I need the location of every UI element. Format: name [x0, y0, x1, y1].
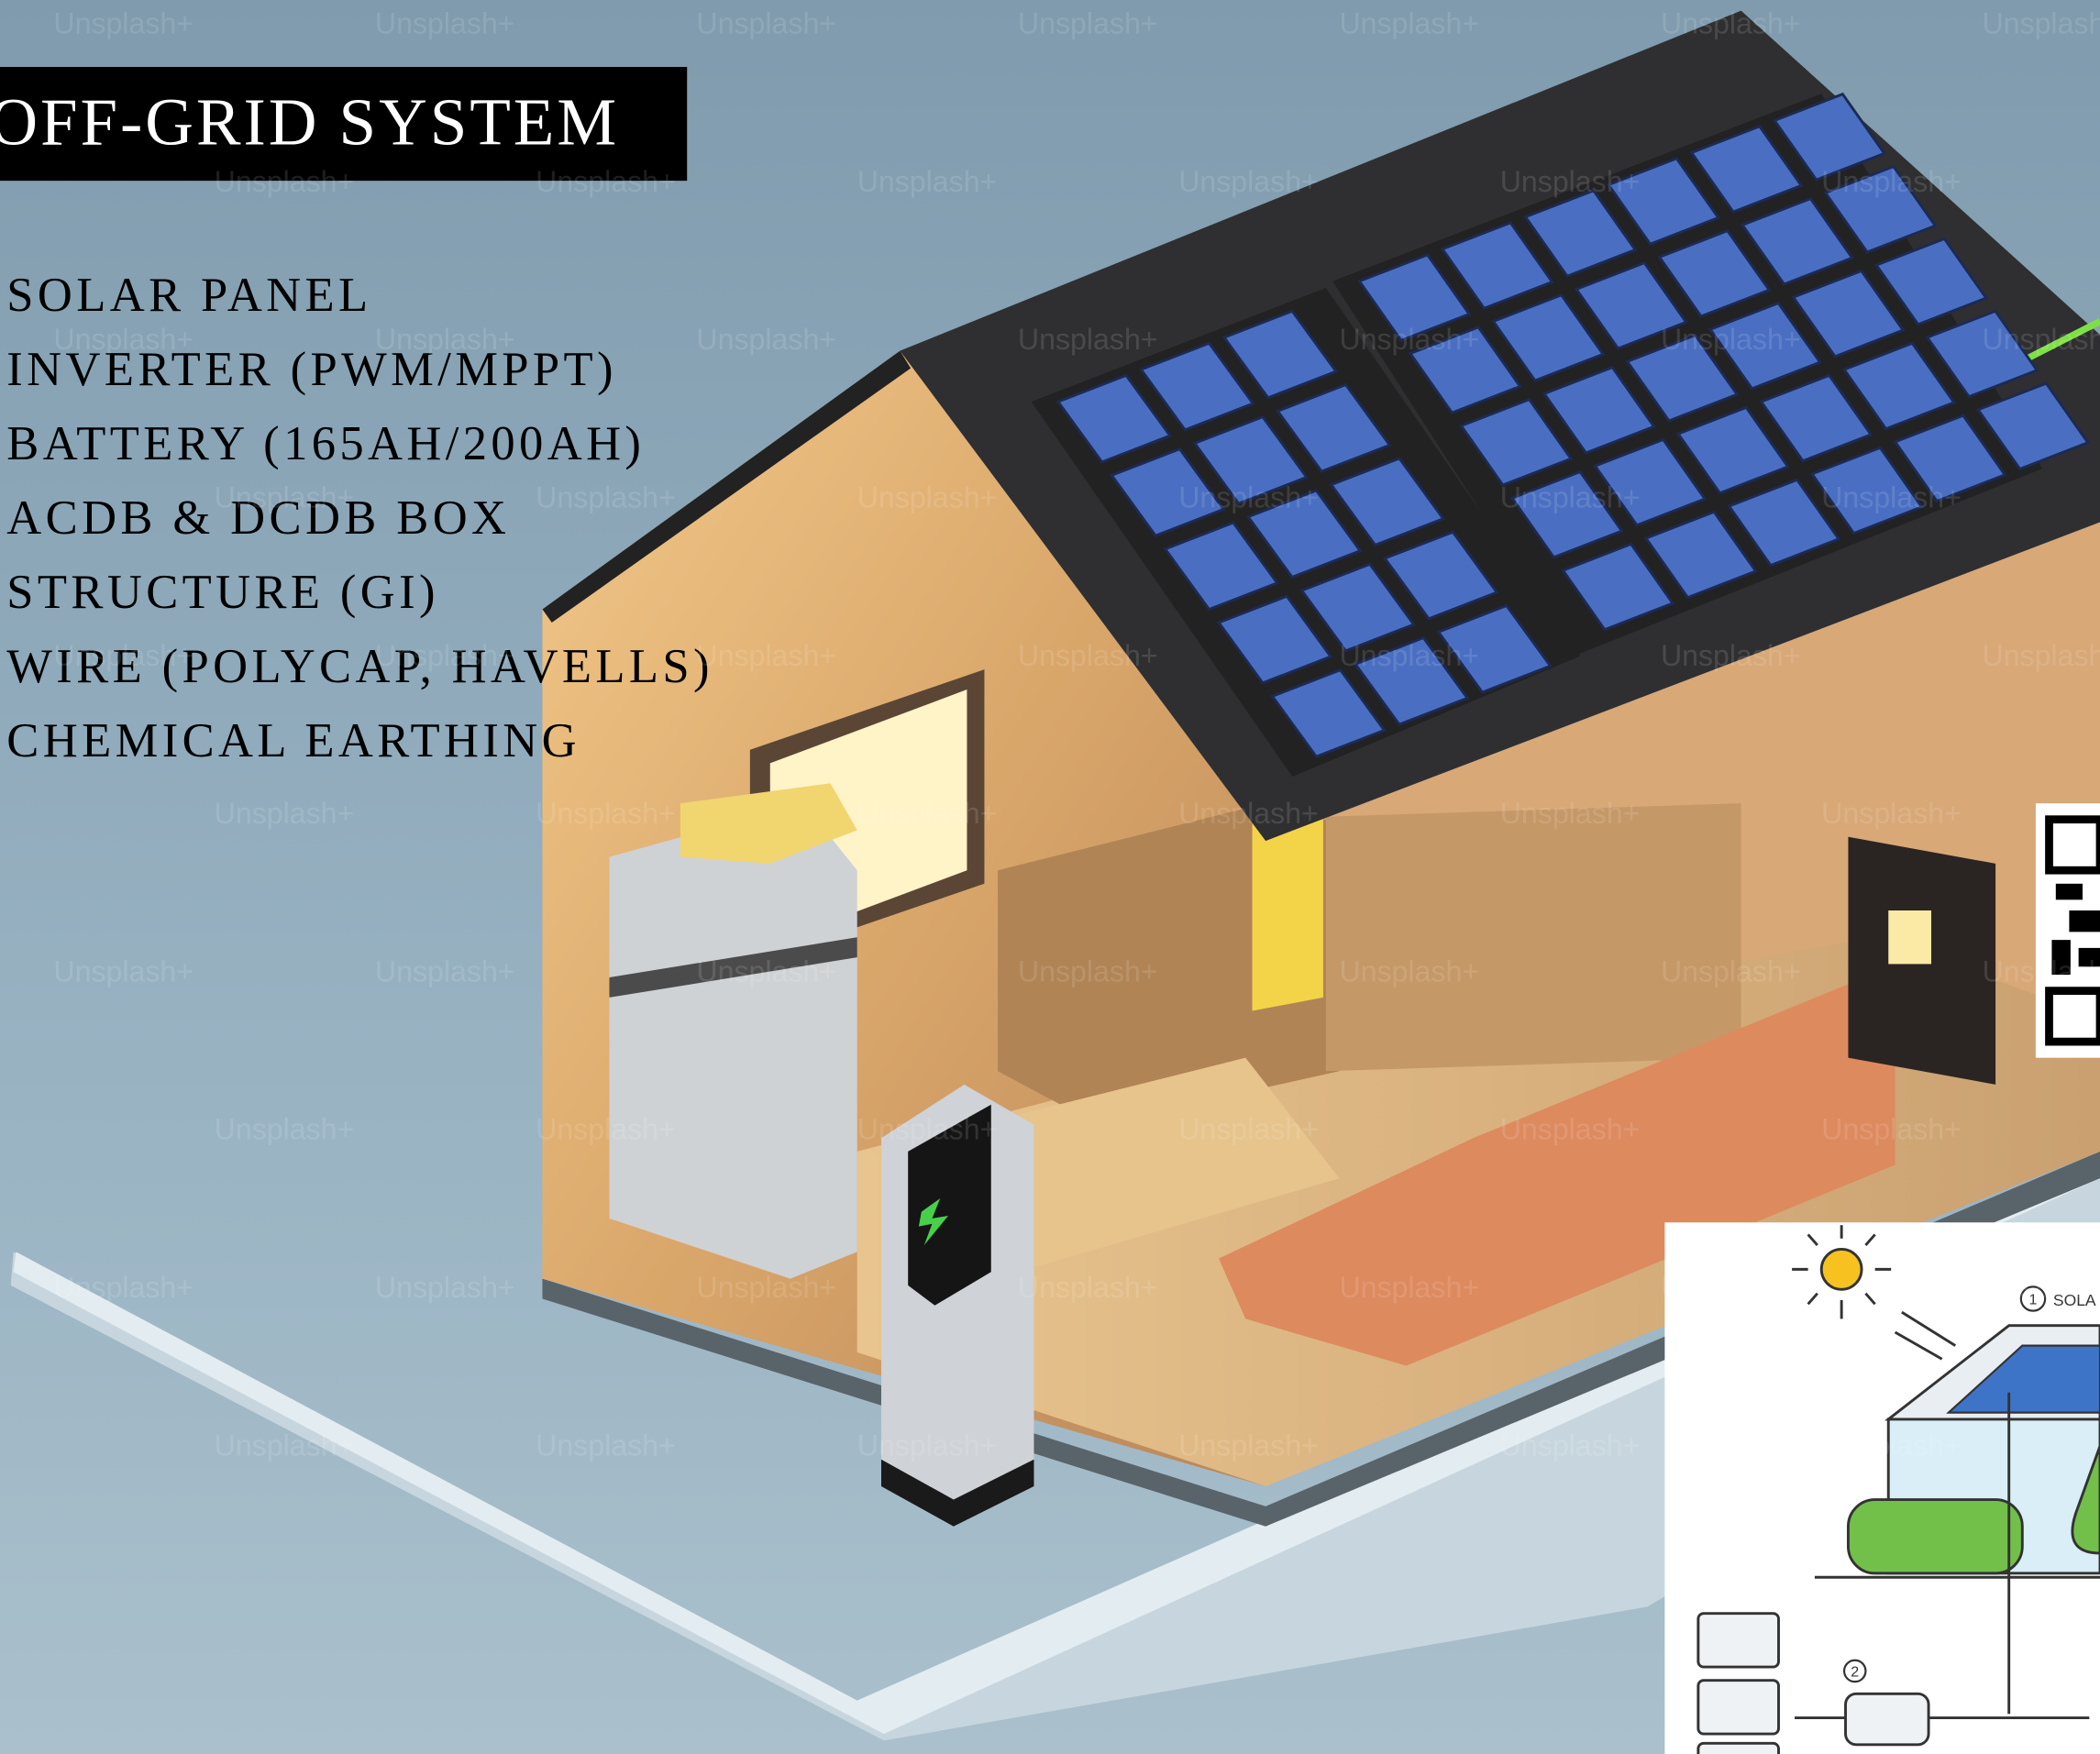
watermark: Unsplash+	[1178, 480, 1319, 513]
poster: 1 SOLA 2 OFF-GRID SYSTEM SOLAR PANELINVE…	[0, 0, 2100, 1754]
watermark: Unsplash+	[53, 7, 193, 40]
watermark: Unsplash+	[1018, 639, 1158, 672]
watermark: Unsplash+	[857, 165, 998, 198]
light-panel	[1253, 810, 1323, 1010]
wardrobe	[1326, 803, 1741, 1071]
list-item: STRUCTURE (GI)	[6, 566, 439, 619]
watermark: Unsplash+	[536, 165, 676, 198]
watermark: Unsplash+	[857, 480, 998, 513]
list-item: BATTERY (165AH/200AH)	[6, 417, 645, 470]
watermark: Unsplash+	[1982, 323, 2100, 356]
watermark: Unsplash+	[215, 1429, 355, 1462]
watermark: Unsplash+	[536, 1113, 676, 1146]
watermark: Unsplash+	[1018, 323, 1158, 356]
watermark: Unsplash+	[536, 1429, 676, 1462]
watermark: Unsplash+	[215, 797, 355, 830]
battery-icon	[1698, 1614, 1779, 1667]
qr-module	[2069, 910, 2100, 932]
watermark: Unsplash+	[1821, 165, 1962, 198]
watermark: Unsplash+	[375, 954, 515, 987]
watermark: Unsplash+	[1661, 7, 1801, 40]
watermark: Unsplash+	[1982, 639, 2100, 672]
watermark: Unsplash+	[696, 954, 836, 987]
watermark: Unsplash+	[1339, 7, 1479, 40]
watermark: Unsplash+	[1821, 480, 1962, 513]
list-item: CHEMICAL EARTHING	[6, 714, 580, 767]
watermark: Unsplash+	[1018, 954, 1158, 987]
title: OFF-GRID SYSTEM	[0, 85, 619, 160]
watermark: Unsplash+	[1661, 323, 1801, 356]
watermark: Unsplash+	[375, 1271, 515, 1304]
watermark: Unsplash+	[536, 797, 676, 830]
watermark: Unsplash+	[1178, 165, 1319, 198]
watermark: Unsplash+	[1339, 323, 1479, 356]
watermark: Unsplash+	[696, 1271, 836, 1304]
watermark: Unsplash+	[1821, 797, 1962, 830]
page: 1 SOLA 2 OFF-GRID SYSTEM SOLAR PANELINVE…	[0, 0, 2100, 1754]
watermark: Unsplash+	[1178, 1113, 1319, 1146]
qr-code	[2036, 803, 2100, 1057]
watermark: Unsplash+	[1018, 1271, 1158, 1304]
watermark: Unsplash+	[375, 7, 515, 40]
watermark: Unsplash+	[1500, 1113, 1641, 1146]
watermark: Unsplash+	[1661, 639, 1801, 672]
watermark: Unsplash+	[215, 1113, 355, 1146]
watermark: Unsplash+	[375, 323, 515, 356]
watermark: Unsplash+	[1178, 797, 1319, 830]
watermark: Unsplash+	[53, 1271, 193, 1304]
watermark: Unsplash+	[1500, 165, 1641, 198]
watermark: Unsplash+	[1339, 1271, 1479, 1304]
list-item: SOLAR PANEL	[6, 269, 371, 322]
watermark: Unsplash+	[1339, 954, 1479, 987]
watermark: Unsplash+	[1982, 954, 2100, 987]
watermark: Unsplash+	[1821, 1429, 1962, 1462]
battery-icon	[1698, 1681, 1779, 1734]
watermark: Unsplash+	[53, 954, 193, 987]
watermark: Unsplash+	[1661, 954, 1801, 987]
battery-icon	[1698, 1743, 1779, 1754]
watermark: Unsplash+	[696, 7, 836, 40]
watermark: Unsplash+	[536, 480, 676, 513]
watermark: Unsplash+	[1982, 7, 2100, 40]
watermark: Unsplash+	[375, 639, 515, 672]
watermark: Unsplash+	[53, 639, 193, 672]
diagram-bush	[1848, 1500, 2022, 1573]
watermark: Unsplash+	[857, 1429, 998, 1462]
step-number: 2	[1851, 1663, 1859, 1680]
watermark: Unsplash+	[215, 480, 355, 513]
watermark: Unsplash+	[215, 165, 355, 198]
battery-cabinet	[610, 803, 857, 1278]
watermark: Unsplash+	[1500, 1429, 1641, 1462]
watermark: Unsplash+	[53, 323, 193, 356]
watermark: Unsplash+	[696, 639, 836, 672]
qr-module	[2056, 884, 2083, 900]
watermark: Unsplash+	[1982, 1271, 2100, 1304]
inverter-icon	[1846, 1693, 1929, 1744]
watermark: Unsplash+	[1500, 797, 1641, 830]
watermark: Unsplash+	[1018, 7, 1158, 40]
sun	[1821, 1249, 1862, 1289]
watermark: Unsplash+	[857, 797, 998, 830]
watermark: Unsplash+	[857, 1113, 998, 1146]
watermark: Unsplash+	[1661, 1271, 1801, 1304]
watermark: Unsplash+	[1339, 639, 1479, 672]
watermark: Unsplash+	[696, 323, 836, 356]
watermark: Unsplash+	[1821, 1113, 1962, 1146]
watermark: Unsplash+	[1500, 480, 1641, 513]
watermark: Unsplash+	[1178, 1429, 1319, 1462]
charger-light	[1888, 910, 1931, 964]
